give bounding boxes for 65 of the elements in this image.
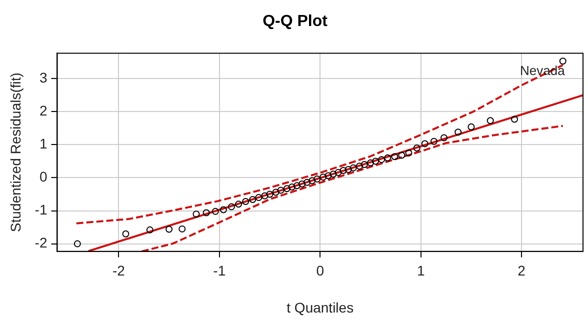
point <box>344 166 352 173</box>
point <box>384 154 392 162</box>
y-tick-label: 2 <box>39 102 48 119</box>
point <box>511 116 518 123</box>
point <box>220 206 227 214</box>
point <box>334 168 342 176</box>
point <box>440 134 448 142</box>
x-tick-label: 2 <box>518 262 526 279</box>
point <box>324 172 332 180</box>
point <box>255 194 262 202</box>
point <box>304 178 311 186</box>
point <box>372 158 380 165</box>
point <box>366 159 374 166</box>
point <box>178 225 186 232</box>
y-tick-label: -1 <box>34 202 48 218</box>
point <box>398 152 406 159</box>
point <box>391 153 398 160</box>
point <box>468 123 475 130</box>
y-tick-label: 0 <box>39 168 48 185</box>
y-tick-label: -2 <box>34 234 48 251</box>
point <box>559 58 566 65</box>
point <box>430 138 438 145</box>
x-tick-label: 1 <box>416 262 425 279</box>
point <box>74 240 81 248</box>
point <box>235 200 242 208</box>
point <box>249 196 256 204</box>
x-axis-title: t Quantiles <box>286 299 354 316</box>
point <box>350 164 357 172</box>
point <box>356 162 363 170</box>
point <box>421 140 428 148</box>
point <box>192 210 200 218</box>
point <box>454 128 462 136</box>
point <box>202 209 210 216</box>
point <box>298 180 306 188</box>
point <box>340 166 347 174</box>
point <box>242 198 250 206</box>
chart-title: Q-Q Plot <box>262 13 328 30</box>
point <box>486 117 494 124</box>
point <box>293 182 300 190</box>
point <box>261 192 268 200</box>
point <box>405 149 412 156</box>
point <box>283 185 290 192</box>
point <box>413 144 420 152</box>
point <box>320 174 327 181</box>
point <box>122 230 130 238</box>
point <box>228 203 235 210</box>
point <box>266 190 274 198</box>
y-axis-title: Studentized Residuals(fit) <box>7 72 24 232</box>
point <box>360 161 368 168</box>
y-tick-label: 3 <box>39 69 48 86</box>
point <box>146 226 154 234</box>
point <box>272 188 280 196</box>
y-tick-label: 1 <box>39 136 48 152</box>
point <box>277 186 284 194</box>
point <box>330 170 337 178</box>
x-tick-label: 0 <box>316 262 324 279</box>
x-tick-label: -2 <box>112 262 126 279</box>
x-tick-label: -1 <box>213 262 226 279</box>
point <box>288 183 296 190</box>
point <box>314 176 321 183</box>
point <box>212 208 219 215</box>
point <box>308 177 316 184</box>
point <box>378 156 386 164</box>
line-series <box>140 124 564 252</box>
point <box>166 226 173 233</box>
